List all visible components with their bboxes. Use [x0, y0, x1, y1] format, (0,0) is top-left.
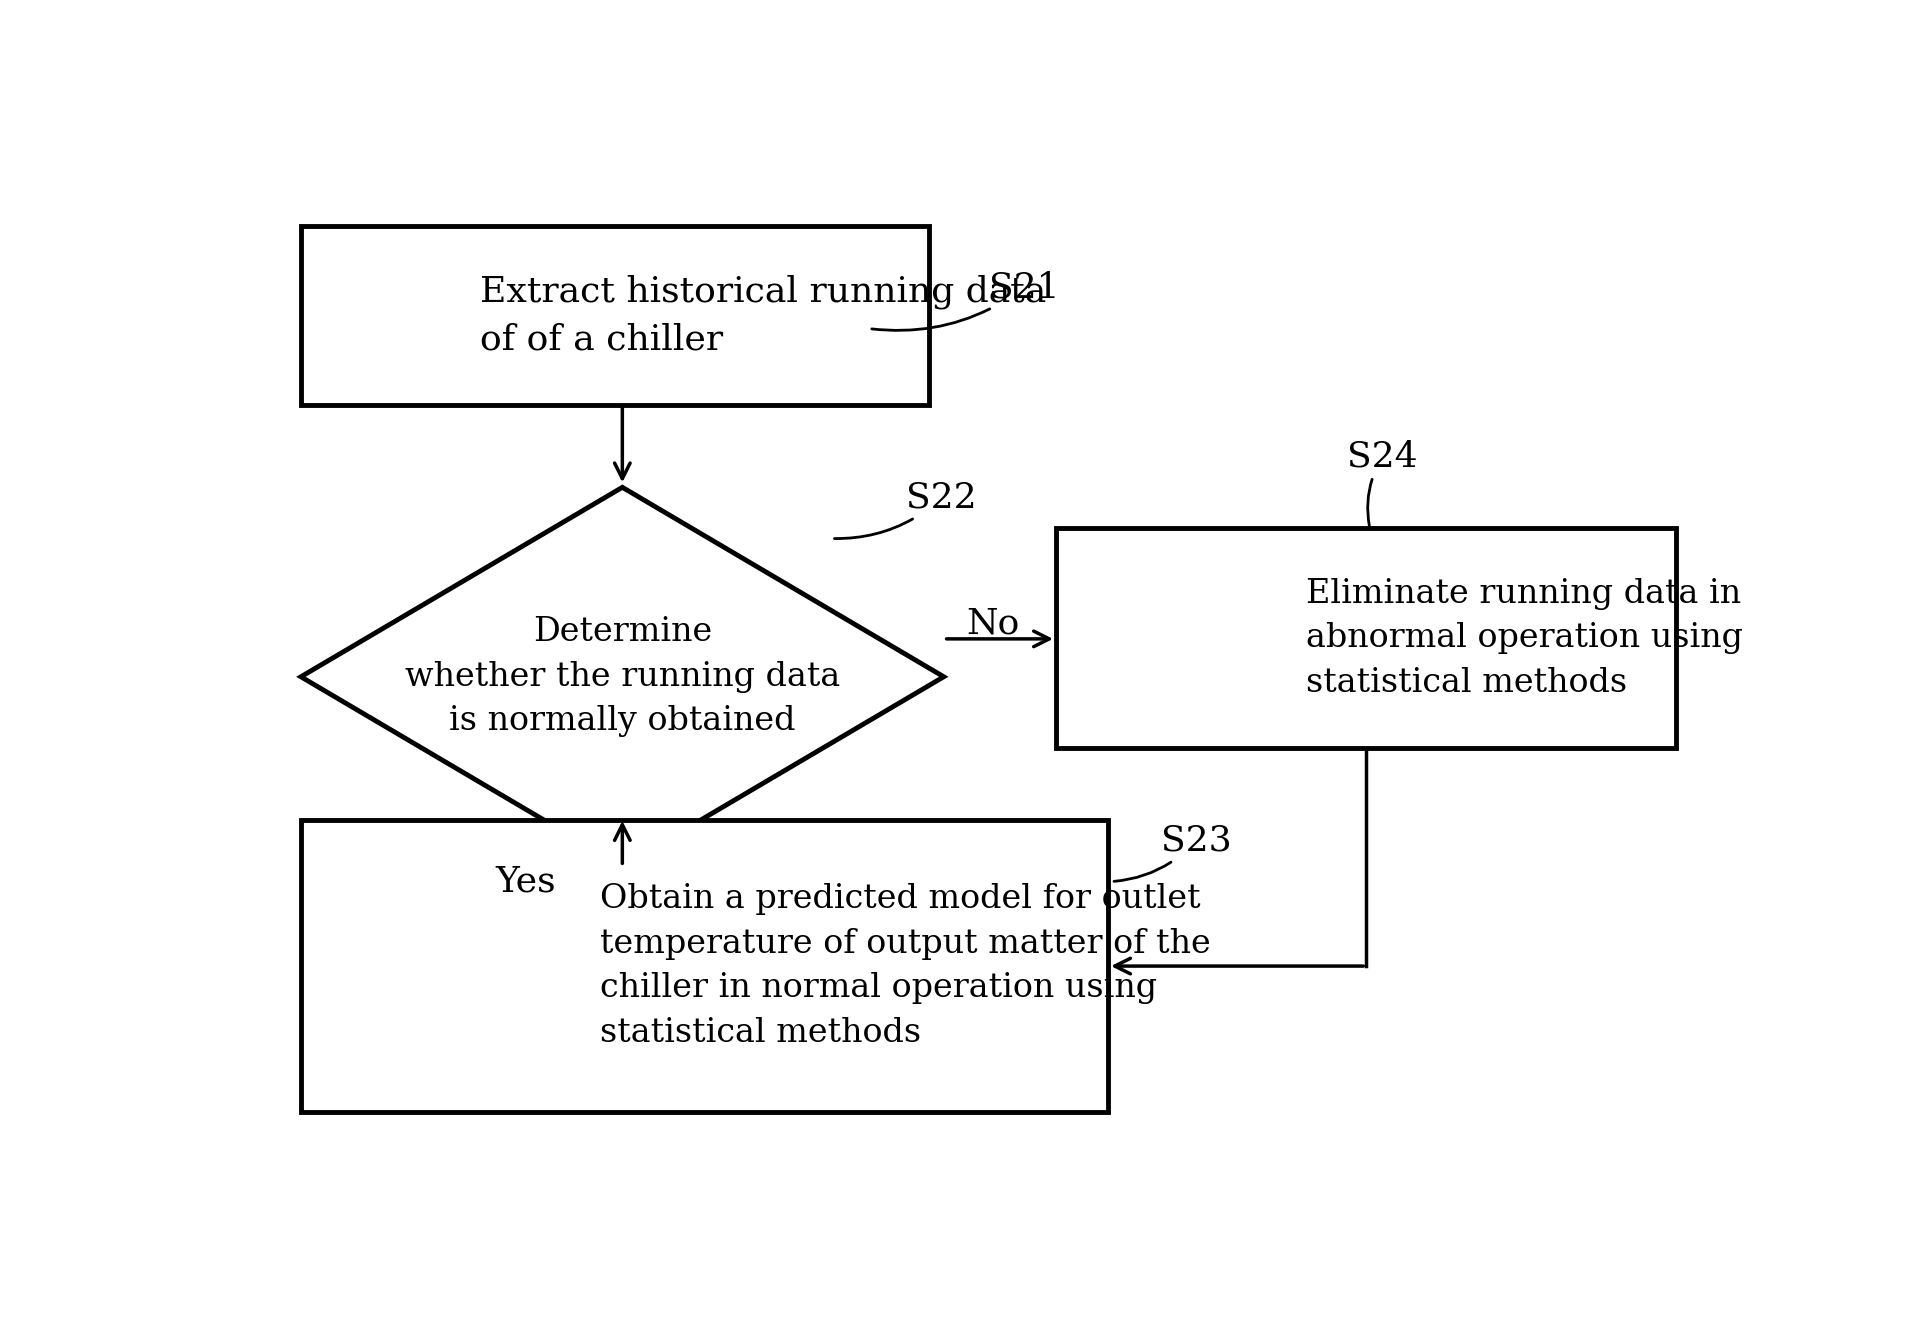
- Text: Obtain a predicted model for outlet
temperature of output matter of the
chiller : Obtain a predicted model for outlet temp…: [600, 883, 1211, 1049]
- Text: Yes: Yes: [496, 864, 556, 899]
- Text: Determine
whether the running data
is normally obtained: Determine whether the running data is no…: [405, 616, 839, 737]
- Text: No: No: [966, 606, 1020, 641]
- FancyBboxPatch shape: [1055, 528, 1676, 749]
- Polygon shape: [301, 487, 943, 866]
- FancyBboxPatch shape: [301, 821, 1109, 1112]
- FancyBboxPatch shape: [301, 226, 930, 406]
- Text: S23: S23: [1113, 823, 1231, 882]
- Text: S24: S24: [1346, 440, 1418, 525]
- Text: Extract historical running data
of of a chiller: Extract historical running data of of a …: [480, 275, 1047, 356]
- Text: S22: S22: [835, 480, 976, 539]
- Text: S21: S21: [872, 271, 1059, 330]
- Text: Eliminate running data in
abnormal operation using
statistical methods: Eliminate running data in abnormal opera…: [1306, 577, 1744, 698]
